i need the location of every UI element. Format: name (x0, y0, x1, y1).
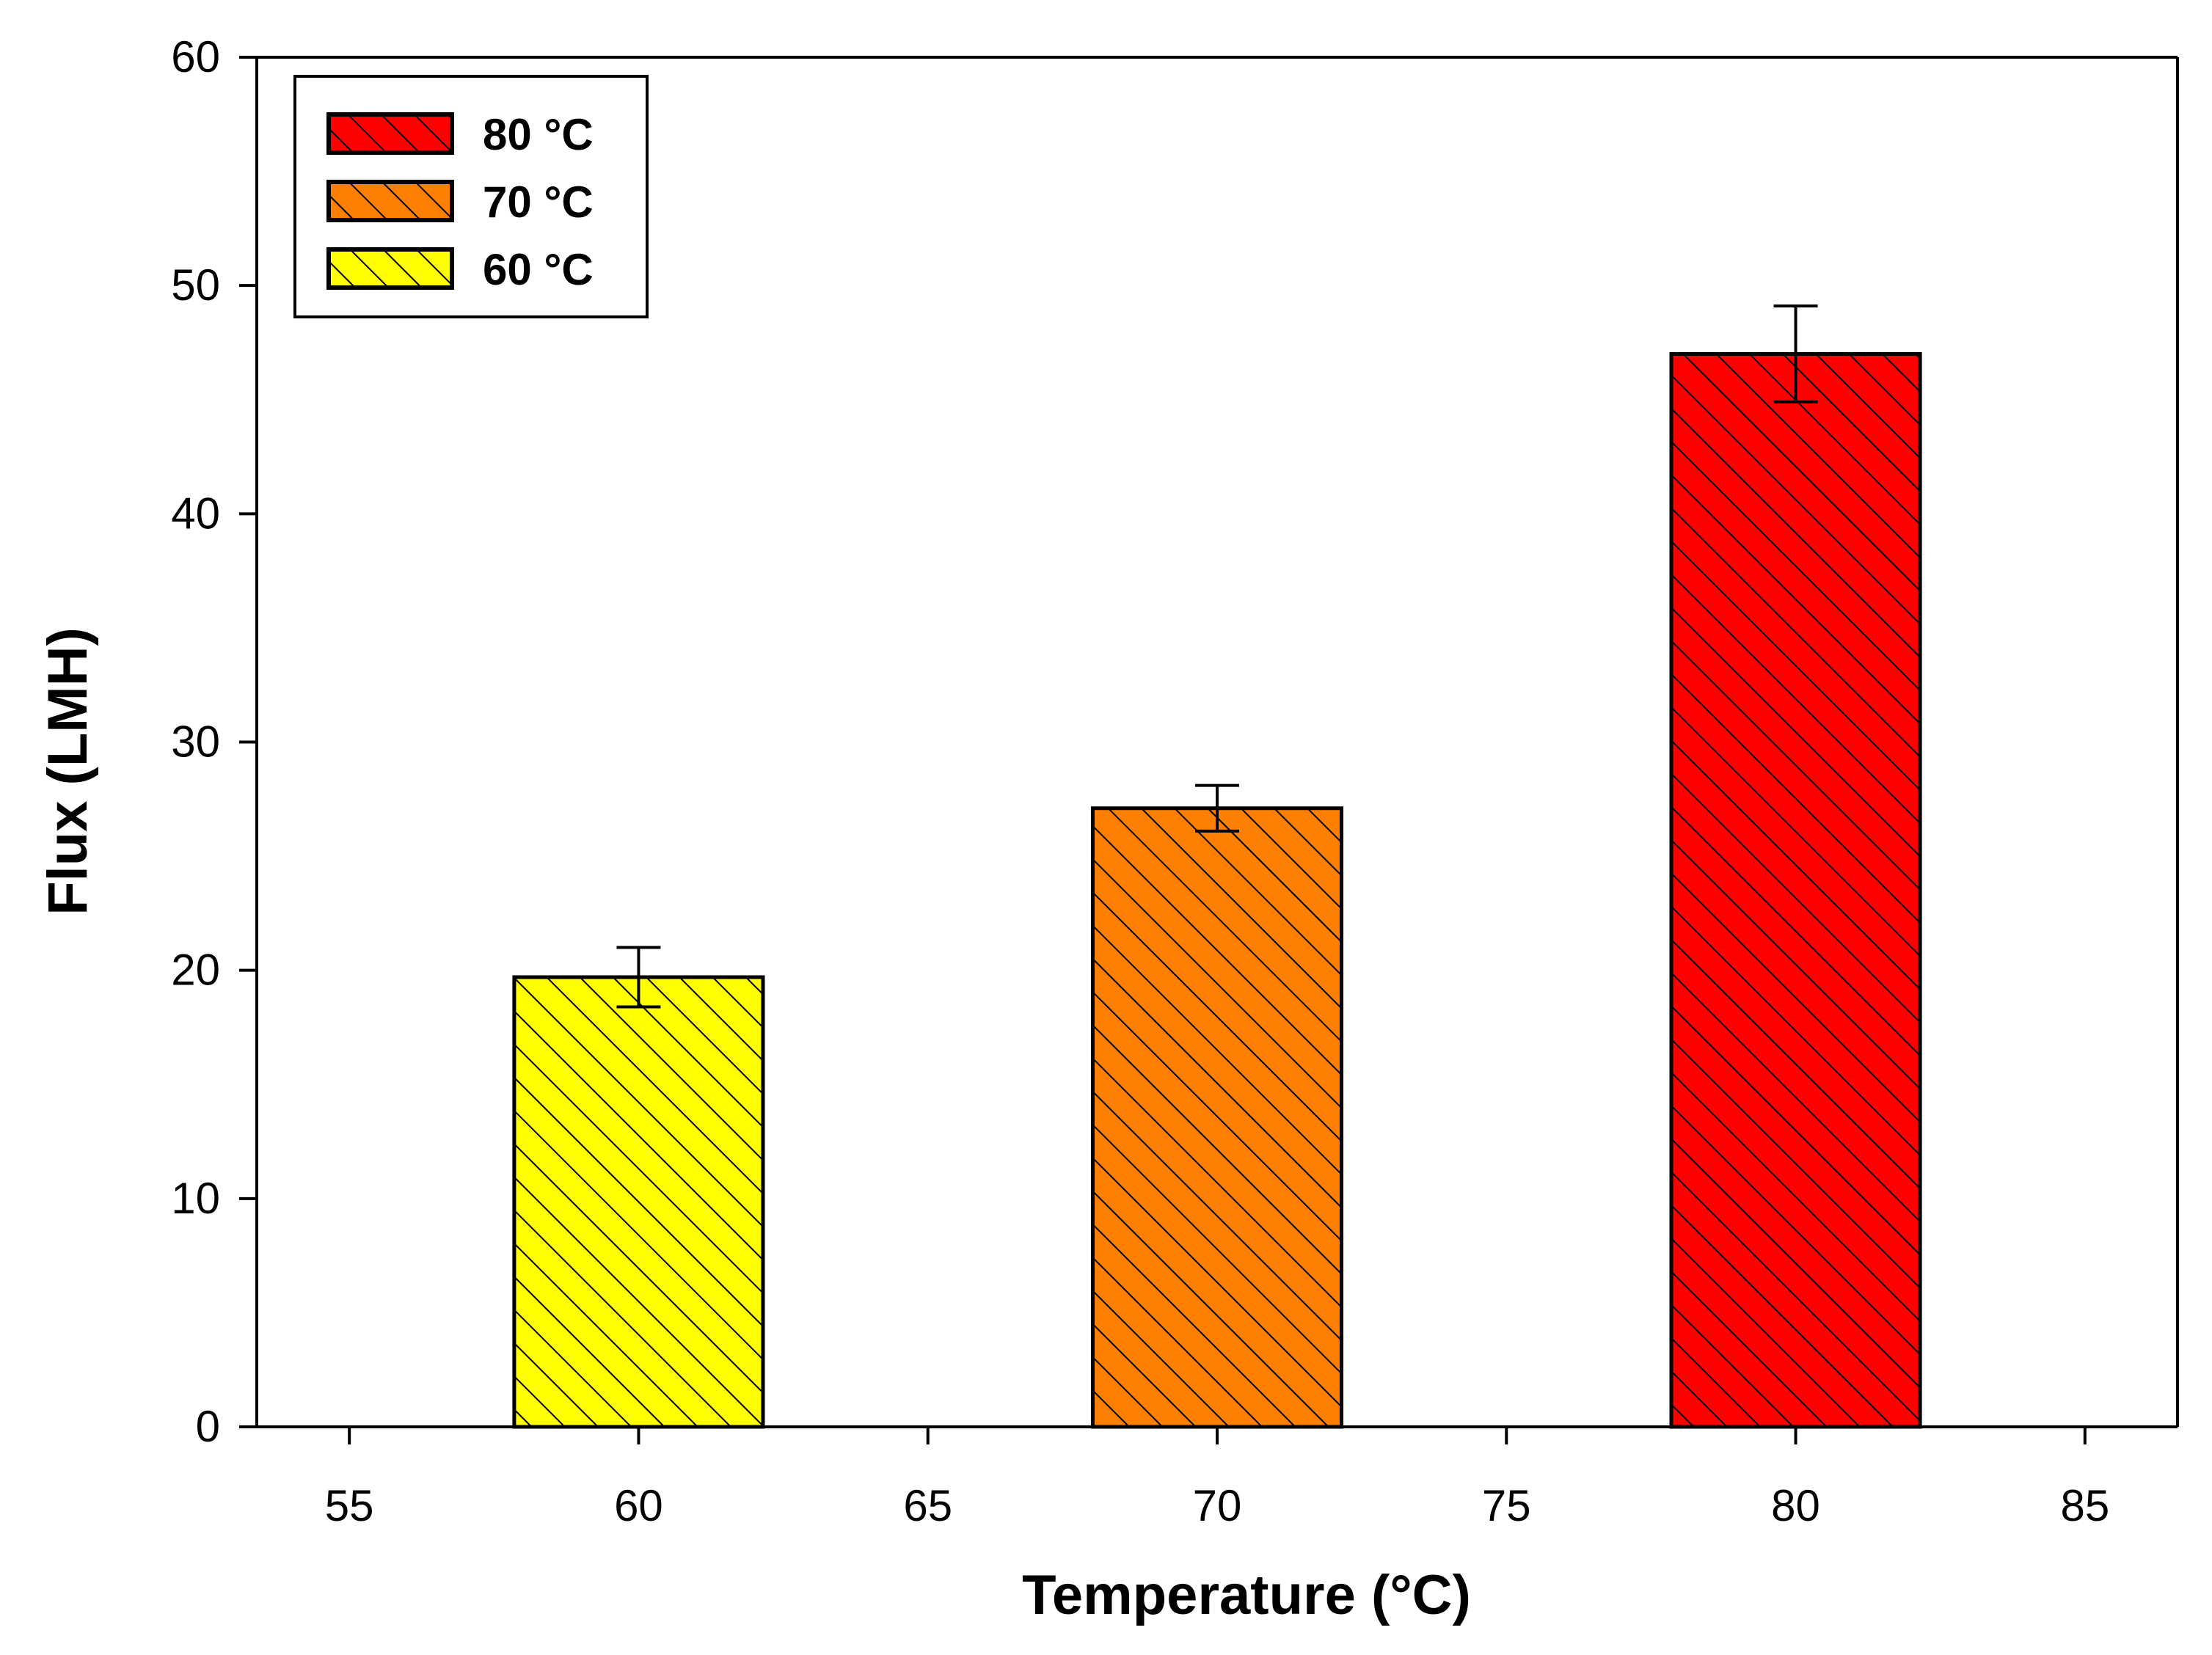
y-tick-label: 40 (171, 489, 220, 538)
x-axis-title: Temperature (°C) (1022, 1564, 1471, 1626)
legend-swatch-hatch-80c (326, 112, 454, 155)
x-tick-label: 70 (1193, 1481, 1242, 1530)
y-tick-label: 50 (171, 260, 220, 310)
x-tick-label: 80 (1771, 1481, 1820, 1530)
y-tick-label: 10 (171, 1174, 220, 1223)
x-tick-label: 85 (2060, 1481, 2109, 1530)
legend-label-70c: 70 °C (483, 178, 594, 227)
y-tick-label: 60 (171, 32, 220, 81)
legend-swatch-hatch-70c (326, 180, 454, 222)
legend-label-80c: 80 °C (483, 110, 594, 159)
x-tick-label: 60 (614, 1481, 663, 1530)
x-tick-label: 65 (903, 1481, 952, 1530)
bar-hatch-80c (1669, 352, 1922, 1429)
y-tick-label: 30 (171, 717, 220, 767)
y-axis-title: Flux (LMH) (37, 627, 99, 916)
y-tick-label: 20 (171, 946, 220, 995)
bar-hatch-70c (1090, 806, 1344, 1429)
x-tick-label: 75 (1482, 1481, 1531, 1530)
y-tick-label: 0 (196, 1402, 220, 1451)
legend-label-60c: 60 °C (483, 245, 594, 294)
legend-swatch-hatch-60c (326, 247, 454, 290)
bar-hatch-60c (512, 975, 765, 1429)
x-tick-label: 55 (325, 1481, 374, 1530)
